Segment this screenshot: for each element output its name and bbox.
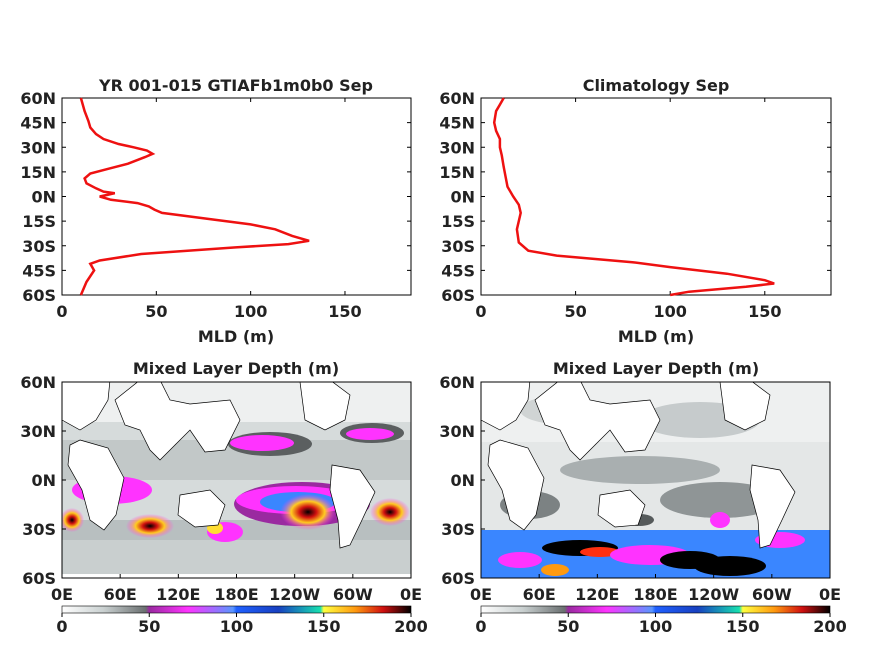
mld-field xyxy=(62,382,411,578)
colorbar xyxy=(480,605,831,614)
x-tick-label: 50 xyxy=(564,302,586,321)
lat-tick-label: 0N xyxy=(31,471,56,490)
x-axis-label: MLD (m) xyxy=(198,327,274,346)
x-tick-label: 0 xyxy=(56,302,67,321)
y-tick-label: 45N xyxy=(439,114,475,133)
y-tick-label: 45N xyxy=(20,114,56,133)
lat-tick-label: 60S xyxy=(22,569,56,588)
lat-tick-label: 60N xyxy=(20,373,56,392)
colorbar-tick-labels: 0 50 100 150 200 xyxy=(56,613,428,636)
map-panel-model: Mixed Layer Depth (m) xyxy=(20,359,427,636)
colorbar xyxy=(61,605,412,614)
y-tick-label: 0N xyxy=(450,188,475,207)
lon-tick-label: 60E xyxy=(523,585,556,604)
x-tick-label: 150 xyxy=(328,302,361,321)
lon-tick-label: 180E xyxy=(633,585,677,604)
map-title: Mixed Layer Depth (m) xyxy=(553,359,759,378)
x-tick-label: 50 xyxy=(145,302,167,321)
chart-title: Climatology Sep xyxy=(583,76,730,95)
lat-tick-label: 60N xyxy=(439,373,475,392)
y-tick-labels: 60N 45N 30N 15N 0N 15S 30S 45S 60S xyxy=(439,89,831,305)
lon-tick-label: 60E xyxy=(104,585,137,604)
lon-tick-labels: 0E 60E 120E 180E 120W 60W 0E xyxy=(470,574,841,604)
lon-tick-label: 120W xyxy=(269,585,320,604)
y-tick-label: 30N xyxy=(439,138,475,157)
lon-tick-label: 120W xyxy=(688,585,739,604)
chart-title: YR 001-015 GTIAFb1m0b0 Sep xyxy=(98,76,373,95)
mld-profile-line xyxy=(492,97,775,297)
y-tick-label: 15N xyxy=(20,163,56,182)
colorbar-tick-labels: 0 50 100 150 200 xyxy=(475,613,847,636)
map-panel-climatology: Mixed Layer Depth (m) xyxy=(439,359,846,636)
y-tick-label: 30S xyxy=(441,237,475,256)
lon-tick-label: 180E xyxy=(214,585,258,604)
lon-tick-label: 120E xyxy=(156,585,200,604)
colorbar-tick-label: 150 xyxy=(726,617,759,636)
x-tick-labels: 0 50 100 150 xyxy=(56,98,362,321)
lon-tick-label: 0E xyxy=(819,585,841,604)
x-tick-labels: 0 50 100 150 xyxy=(475,98,781,321)
x-tick-label: 100 xyxy=(653,302,686,321)
y-tick-label: 0N xyxy=(31,188,56,207)
y-tick-label: 45S xyxy=(22,261,56,280)
lat-tick-labels: 60N 30N 0N 30S 60S xyxy=(20,373,66,588)
map-title: Mixed Layer Depth (m) xyxy=(133,359,339,378)
colorbar-tick-label: 100 xyxy=(639,617,672,636)
colorbar-tick-label: 200 xyxy=(394,617,427,636)
lat-tick-label: 60S xyxy=(441,569,475,588)
y-tick-labels: 60N 45N 30N 15N 0N 15S 30S 45S 60S xyxy=(20,89,411,305)
y-tick-label: 60N xyxy=(439,89,475,108)
lat-tick-label: 0N xyxy=(450,471,475,490)
y-tick-label: 30N xyxy=(20,138,56,157)
lat-tick-label: 30S xyxy=(22,520,56,539)
lat-tick-label: 30S xyxy=(441,520,475,539)
lon-tick-label: 60W xyxy=(333,585,373,604)
plot-frame xyxy=(61,97,412,296)
x-tick-label: 0 xyxy=(475,302,486,321)
y-tick-label: 45S xyxy=(441,261,475,280)
colorbar-tick-label: 50 xyxy=(557,617,579,636)
x-axis-label: MLD (m) xyxy=(618,327,694,346)
lon-tick-label: 60W xyxy=(752,585,792,604)
x-tick-label: 100 xyxy=(234,302,267,321)
profile-panel-model: YR 001-015 GTIAFb1m0b0 Sep 60N45N30N15N0… xyxy=(20,76,412,346)
lon-tick-label: 0E xyxy=(400,585,422,604)
lat-tick-labels: 60N 30N 0N 30S 60S xyxy=(439,373,485,588)
lon-tick-label: 0E xyxy=(470,585,492,604)
y-tick-label: 30S xyxy=(22,237,56,256)
y-tick-label: 60S xyxy=(441,286,475,305)
lon-tick-labels: 0E 60E 120E 180E 120W 60W 0E xyxy=(51,574,422,604)
profile-panel-climatology: Climatology Sep 60N45N30N15N0N15S30S45S6… xyxy=(439,76,832,346)
y-tick-label: 60N xyxy=(20,89,56,108)
mld-profile-line xyxy=(79,97,310,296)
y-tick-label: 60S xyxy=(22,286,56,305)
colorbar-tick-label: 100 xyxy=(220,617,253,636)
y-tick-label: 15S xyxy=(441,212,475,231)
colorbar-tick-label: 150 xyxy=(307,617,340,636)
colorbar-tick-label: 0 xyxy=(56,617,67,636)
colorbar-tick-label: 50 xyxy=(138,617,160,636)
lat-tick-label: 30N xyxy=(20,422,56,441)
x-tick-label: 150 xyxy=(748,302,781,321)
lat-tick-label: 30N xyxy=(439,422,475,441)
lon-tick-label: 120E xyxy=(575,585,619,604)
y-tick-label: 15N xyxy=(439,163,475,182)
mld-field xyxy=(481,382,830,578)
colorbar-tick-label: 0 xyxy=(475,617,486,636)
colorbar-tick-label: 200 xyxy=(813,617,846,636)
lon-tick-label: 0E xyxy=(51,585,73,604)
y-tick-label: 15S xyxy=(22,212,56,231)
